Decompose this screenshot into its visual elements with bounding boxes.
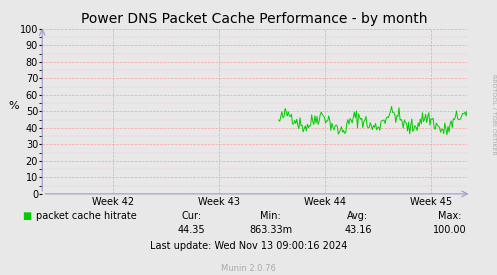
Text: Min:: Min: (260, 211, 281, 221)
Text: 44.35: 44.35 (177, 225, 205, 235)
Text: packet cache hitrate: packet cache hitrate (36, 211, 137, 221)
Text: 100.00: 100.00 (433, 225, 467, 235)
Text: Cur:: Cur: (181, 211, 201, 221)
Y-axis label: %: % (9, 101, 19, 111)
Title: Power DNS Packet Cache Performance - by month: Power DNS Packet Cache Performance - by … (82, 12, 428, 26)
Text: Last update: Wed Nov 13 09:00:16 2024: Last update: Wed Nov 13 09:00:16 2024 (150, 241, 347, 251)
Text: RRDTOOL / TOBI OETIKER: RRDTOOL / TOBI OETIKER (491, 74, 496, 155)
Text: 43.16: 43.16 (344, 225, 372, 235)
Text: Max:: Max: (438, 211, 462, 221)
Text: Munin 2.0.76: Munin 2.0.76 (221, 264, 276, 273)
Text: ■: ■ (22, 211, 32, 221)
Text: 863.33m: 863.33m (249, 225, 292, 235)
Text: Avg:: Avg: (347, 211, 368, 221)
